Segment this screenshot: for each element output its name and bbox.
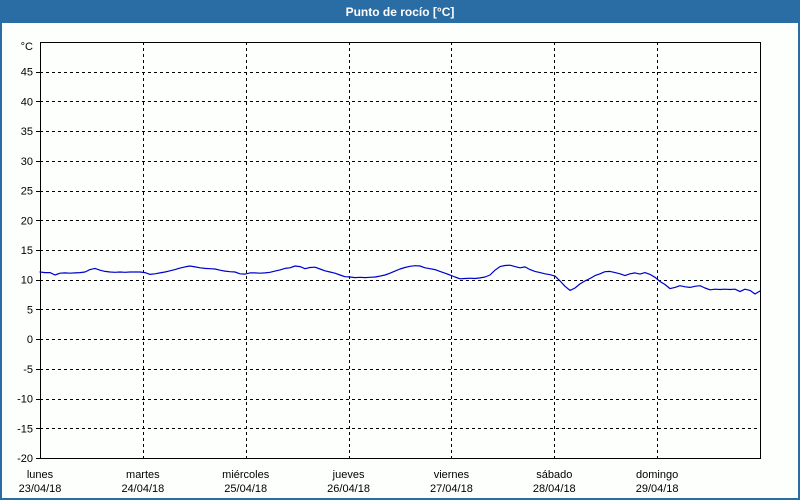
dewpoint-chart: -20 -15 -10 -5 0 5 10 15 20 25 30 35 40 45 °C lunes 23/0… — [17, 41, 761, 495]
y-gridlines — [40, 72, 760, 429]
y-tick-label: 40 — [21, 96, 33, 108]
chart-title-bar: Punto de rocío [°C] — [2, 2, 798, 23]
x-weekday-label: martes — [126, 469, 160, 481]
y-tick-label: 25 — [21, 186, 33, 198]
x-date-label: 27/04/18 — [430, 483, 473, 495]
y-tick-label: 5 — [27, 304, 33, 316]
y-tick-label: 30 — [21, 156, 33, 168]
x-weekday-label: jueves — [332, 469, 365, 481]
x-date-label: 23/04/18 — [19, 483, 62, 495]
x-weekday-label: domingo — [636, 469, 678, 481]
y-tick-label: 35 — [21, 126, 33, 138]
x-date-label: 25/04/18 — [224, 483, 267, 495]
plot-border — [40, 42, 761, 459]
x-axis-labels: lunes 23/04/18 martes 24/04/18 miércoles 25/0… — [19, 469, 679, 495]
y-tick-label: -20 — [17, 453, 33, 465]
chart-title: Punto de rocío [°C] — [345, 5, 455, 19]
y-tick-label: 15 — [21, 245, 33, 257]
x-date-label: 29/04/18 — [636, 483, 679, 495]
x-date-label: 26/04/18 — [327, 483, 370, 495]
y-tick-label: 45 — [21, 67, 33, 79]
x-weekday-label: sábado — [536, 469, 572, 481]
y-tick-label: 10 — [21, 275, 33, 287]
x-date-label: 28/04/18 — [533, 483, 576, 495]
y-tick-label: -10 — [17, 394, 33, 406]
y-tick-label: -15 — [17, 423, 33, 435]
dewpoint-series-line — [39, 264, 761, 295]
y-tick-marks — [36, 72, 40, 459]
x-weekday-label: miércoles — [222, 469, 270, 481]
y-axis-unit-label: °C — [21, 41, 33, 53]
y-tick-label: -5 — [23, 364, 33, 376]
y-axis-labels: -20 -15 -10 -5 0 5 10 15 20 25 30 35 40 45 — [17, 67, 33, 465]
x-date-label: 24/04/18 — [121, 483, 164, 495]
x-weekday-label: lunes — [27, 469, 54, 481]
y-tick-label: 20 — [21, 215, 33, 227]
y-tick-label: 0 — [27, 334, 33, 346]
x-weekday-label: viernes — [434, 469, 470, 481]
